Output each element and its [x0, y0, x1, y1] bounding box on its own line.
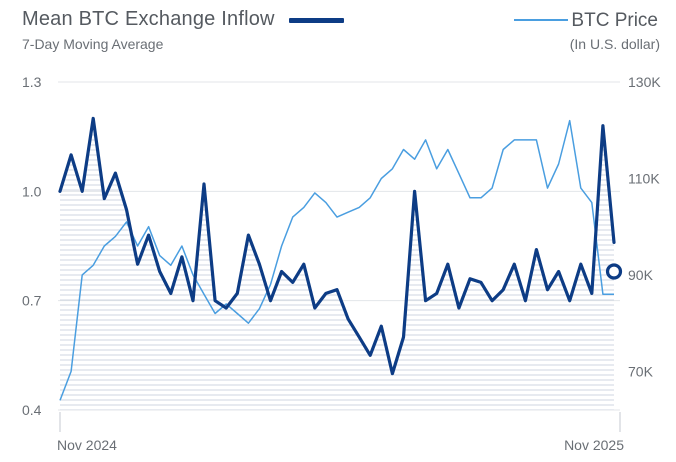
price-legend-subtitle: (In U.S. dollar): [569, 36, 660, 52]
end-marker: [605, 263, 623, 280]
y-right-tick-label: 130K: [628, 74, 661, 90]
series-line-btc-price: [59, 119, 614, 401]
x-tick-label: Nov 2024: [57, 437, 117, 453]
series-line-exchange-inflow: [58, 116, 616, 376]
chart-subtitle: 7-Day Moving Average: [22, 36, 164, 52]
y-left-tick-label: 1.3: [22, 74, 42, 90]
y-right-tick-label: 90K: [628, 267, 654, 283]
legend-price-swatch: [514, 19, 568, 21]
chart-title: Mean BTC Exchange Inflow: [22, 8, 275, 30]
legend-inflow-swatch: [289, 18, 344, 23]
y-left-tick-label: 0.4: [22, 402, 42, 418]
y-right-tick-label: 70K: [628, 363, 654, 379]
y-left-tick-label: 1.0: [22, 183, 42, 199]
price-legend-title: BTC Price: [571, 10, 658, 31]
y-left-tick-label: 0.7: [22, 293, 42, 309]
x-tick-label: Nov 2025: [564, 437, 624, 453]
y-right-tick-label: 110K: [628, 170, 660, 186]
